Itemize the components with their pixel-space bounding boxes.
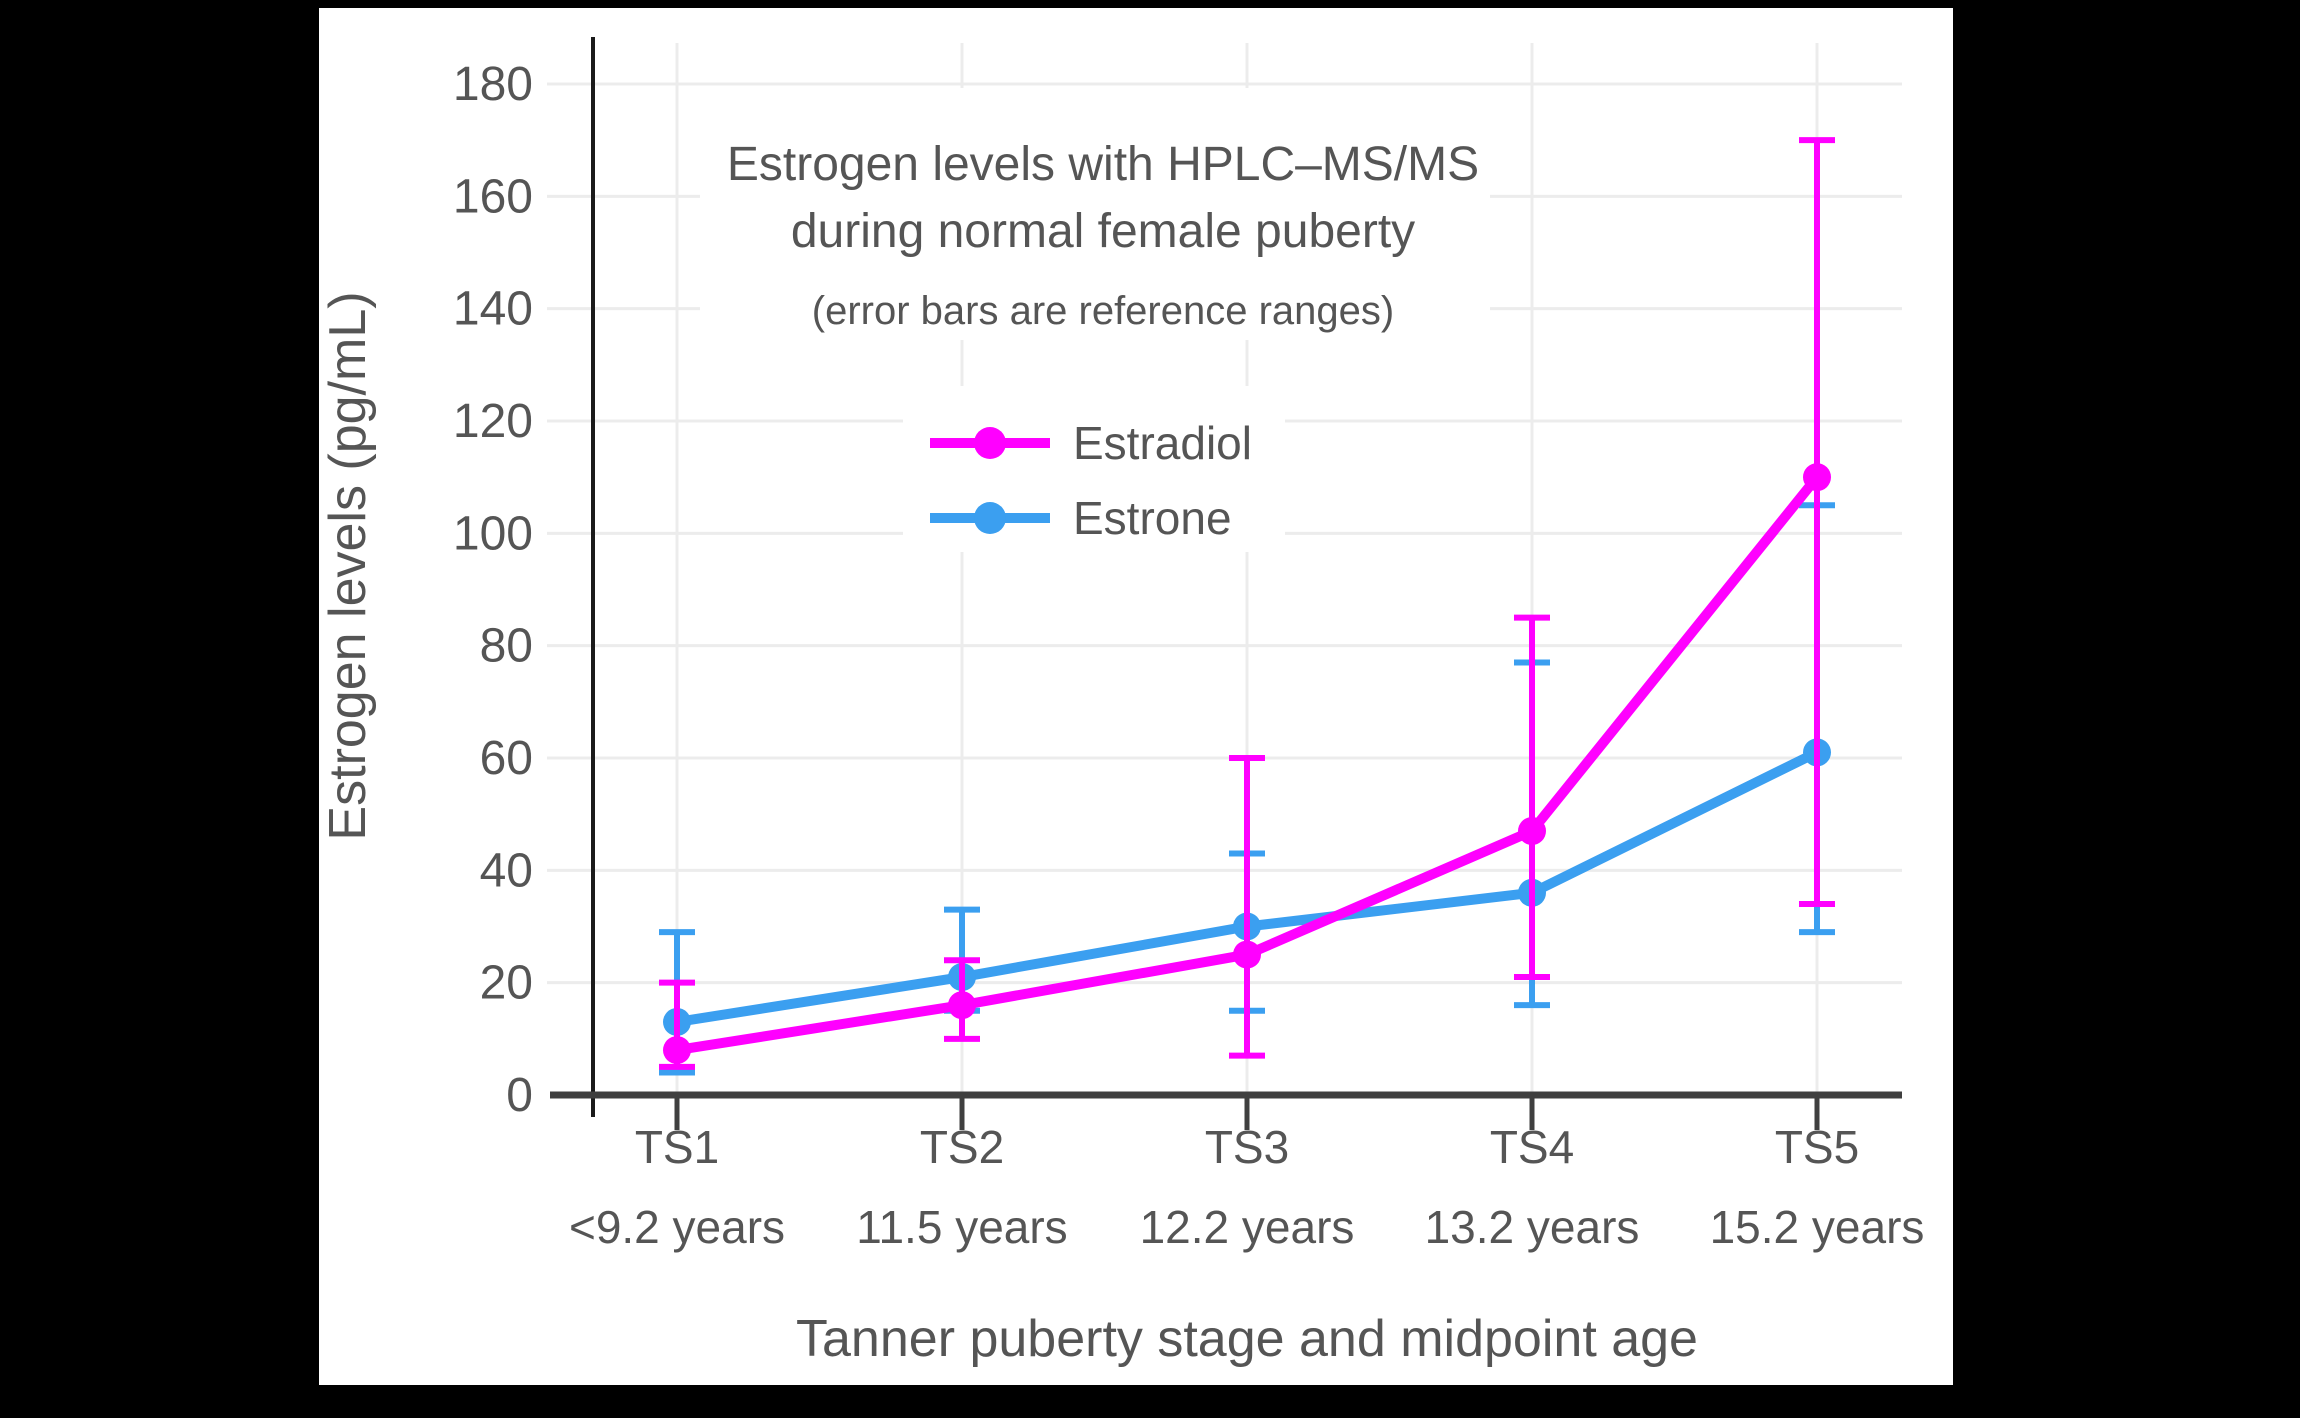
y-tick-label-20: 20 bbox=[480, 957, 533, 1010]
y-tick-label-120: 120 bbox=[453, 395, 533, 448]
series-estradiol bbox=[659, 137, 1835, 1070]
x-tick-label-TS3: TS3 bbox=[1205, 1121, 1289, 1173]
chart-title-line1: Estrogen levels with HPLC–MS/MS bbox=[727, 138, 1479, 191]
data-point-marker bbox=[1518, 817, 1546, 846]
legend: Estradiol Estrone bbox=[930, 417, 1252, 544]
data-point-marker bbox=[1233, 940, 1261, 969]
chart-subtitle: (error bars are reference ranges) bbox=[812, 289, 1394, 333]
x-age-label-2: 11.5 years bbox=[856, 1201, 1067, 1253]
x-age-label-4: 13.2 years bbox=[1425, 1201, 1640, 1253]
y-tick-label-40: 40 bbox=[480, 844, 533, 897]
x-tick-label-TS2: TS2 bbox=[920, 1121, 1004, 1173]
chart-title-line2: during normal female puberty bbox=[791, 205, 1415, 258]
data-point-marker bbox=[663, 1036, 691, 1065]
data-point-marker bbox=[1803, 463, 1831, 492]
y-axis-label: Estrogen levels (pg/mL) bbox=[319, 291, 377, 840]
data-series-layer bbox=[659, 137, 1835, 1076]
x-tick-label-TS1: TS1 bbox=[635, 1121, 719, 1173]
x-axis-label: Tanner puberty stage and midpoint age bbox=[796, 1310, 1698, 1368]
y-tick-label-80: 80 bbox=[480, 620, 533, 673]
axes bbox=[550, 37, 1902, 1130]
legend-label-estradiol: Estradiol bbox=[1073, 417, 1252, 469]
x-tick-label-TS5: TS5 bbox=[1775, 1121, 1859, 1173]
x-age-label-5: 15.2 years bbox=[1710, 1201, 1925, 1253]
legend-estrone-marker-icon bbox=[974, 502, 1006, 534]
y-tick-label-160: 160 bbox=[453, 170, 533, 223]
legend-label-estrone: Estrone bbox=[1073, 492, 1232, 544]
y-tick-label-0: 0 bbox=[506, 1069, 533, 1122]
data-point-marker bbox=[948, 991, 976, 1020]
legend-background-box bbox=[903, 386, 1285, 552]
legend-estradiol-marker-icon bbox=[974, 427, 1006, 459]
x-age-label-1: <9.2 years bbox=[569, 1201, 785, 1253]
y-tick-label-100: 100 bbox=[453, 507, 533, 560]
x-age-label-3: 12.2 years bbox=[1140, 1201, 1355, 1253]
y-tick-label-60: 60 bbox=[480, 732, 533, 785]
y-tick-label-140: 140 bbox=[453, 283, 533, 336]
y-tick-label-180: 180 bbox=[453, 58, 533, 111]
x-tick-label-TS4: TS4 bbox=[1490, 1121, 1574, 1173]
title-background-box bbox=[700, 88, 1490, 340]
tick-labels: 0 20 40 60 80 100 120 140 160 180 TS1 TS2 TS3 TS4 TS5 <… bbox=[453, 58, 1924, 1253]
